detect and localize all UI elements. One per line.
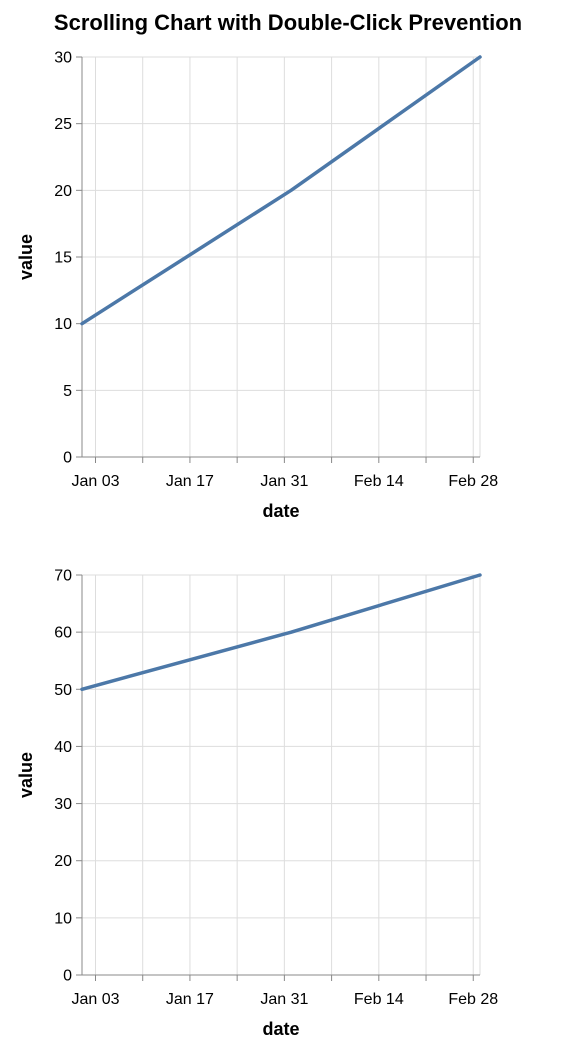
y-tick-label: 25 (54, 116, 72, 133)
x-tick-label: Feb 14 (354, 991, 404, 1008)
x-tick-label: Jan 17 (166, 473, 214, 490)
x-tick-label: Feb 28 (448, 473, 498, 490)
y-tick-label: 70 (54, 568, 72, 585)
y-tick-label: 0 (63, 450, 72, 467)
y-axis-title: value (16, 234, 36, 280)
x-tick-label: Jan 31 (260, 473, 308, 490)
y-tick-label: 10 (54, 316, 72, 333)
chart-panel-top: 0 5 10 15 20 25 30 Jan 03 Jan 17 Jan 31 Feb 14 Feb … (16, 50, 498, 522)
y-tick-label: 50 (54, 682, 72, 699)
y-tick-label: 60 (54, 625, 72, 642)
x-axis-title: date (262, 501, 299, 521)
y-tick-label: 20 (54, 183, 72, 200)
y-tick-label: 10 (54, 910, 72, 927)
chart-title: Scrolling Chart with Double-Click Preven… (54, 10, 522, 35)
y-tick-label: 0 (63, 968, 72, 985)
x-tick-label: Jan 31 (260, 991, 308, 1008)
x-tick-label: Feb 14 (354, 473, 404, 490)
x-tick-label: Jan 03 (71, 991, 119, 1008)
x-tick-label: Feb 28 (448, 991, 498, 1008)
x-axis-title: date (262, 1019, 299, 1039)
x-tick-label: Jan 03 (71, 473, 119, 490)
x-tick-label: Jan 17 (166, 991, 214, 1008)
y-tick-label: 30 (54, 50, 72, 67)
series-line (80, 573, 482, 692)
y-tick-label: 40 (54, 739, 72, 756)
y-tick-label: 5 (63, 383, 72, 400)
series-line (80, 55, 482, 326)
y-tick-label: 30 (54, 796, 72, 813)
y-axis-title: value (16, 752, 36, 798)
y-tick-label: 15 (54, 250, 72, 267)
chart-panel-bottom: 0 10 20 30 40 50 60 70 Jan 03 Jan 17 Jan 31 Feb 14 F… (16, 568, 498, 1040)
y-tick-label: 20 (54, 853, 72, 870)
